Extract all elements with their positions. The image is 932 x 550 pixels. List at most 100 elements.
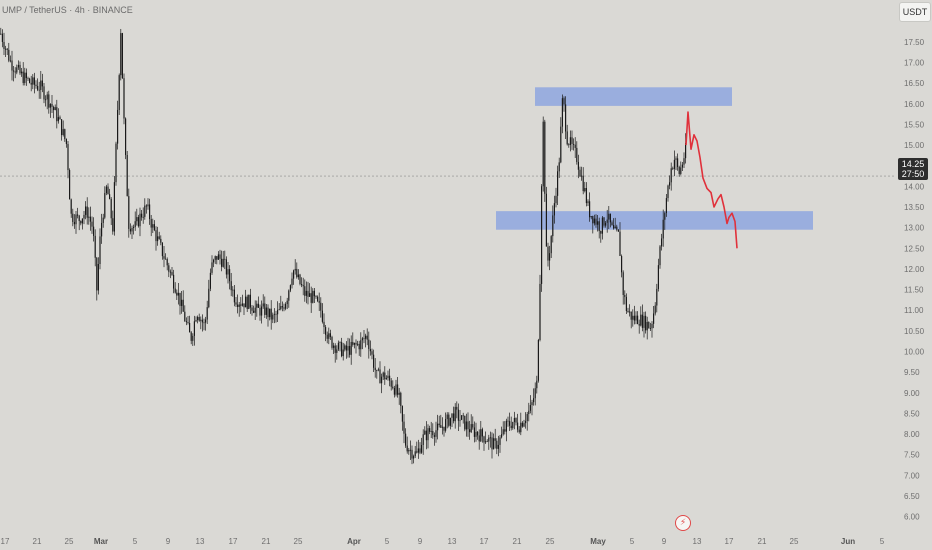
candle-body — [355, 342, 357, 345]
candle-body — [480, 429, 482, 442]
resistance-zone[interactable] — [535, 87, 732, 106]
current-price-badge: 14.25 27:50 — [898, 158, 928, 180]
candle-body — [75, 214, 77, 225]
candle-body — [672, 168, 674, 170]
price-tick-label: 7.00 — [904, 471, 920, 480]
candle-body — [416, 451, 418, 453]
candle-body — [326, 334, 328, 339]
candle-body — [462, 415, 464, 417]
candle-body — [280, 306, 282, 310]
candle-body — [62, 129, 64, 136]
candle-body — [302, 285, 304, 287]
candle-body — [27, 78, 29, 79]
candle-body — [534, 388, 536, 399]
candle-body — [533, 398, 535, 403]
candle-body — [21, 71, 23, 74]
candle-body — [70, 199, 72, 214]
candle-body — [51, 104, 53, 107]
price-tick-label: 6.50 — [904, 492, 920, 501]
time-tick-label: Jun — [841, 537, 855, 546]
time-tick-label: 5 — [133, 537, 138, 546]
candle-body — [331, 336, 333, 348]
candle-body — [78, 215, 80, 222]
candle-body — [259, 307, 261, 316]
candle-body — [13, 70, 15, 72]
candle-body — [46, 94, 48, 100]
currency-button[interactable]: USDT — [899, 2, 931, 22]
candle-body — [363, 338, 365, 340]
candle-body — [461, 415, 463, 420]
candle-body — [139, 213, 141, 227]
candle-body — [581, 175, 583, 177]
candle-body — [353, 342, 355, 345]
candle-body — [110, 199, 112, 219]
candle-body — [133, 226, 135, 228]
candle-body — [299, 274, 301, 285]
candle-body — [549, 253, 551, 261]
candle-body — [569, 137, 571, 146]
candle-body — [219, 254, 221, 259]
candle-body — [237, 304, 239, 307]
candle-body — [149, 204, 151, 220]
candle-body — [608, 213, 610, 220]
candle-body — [225, 259, 227, 275]
candle-body — [270, 308, 272, 320]
candle-body — [257, 303, 259, 308]
candle-body — [112, 218, 114, 232]
candle-body — [653, 313, 655, 324]
candle-body — [246, 296, 248, 309]
candle-body — [587, 201, 589, 204]
candle-body — [227, 269, 229, 275]
candle-body — [373, 354, 375, 368]
candle-body — [573, 143, 575, 145]
candle-body — [137, 217, 139, 227]
candle-body — [432, 431, 434, 436]
candle-body — [597, 221, 599, 225]
candle-body — [361, 338, 363, 341]
price-tick-label: 10.00 — [904, 347, 925, 356]
candle-body — [525, 420, 527, 424]
candle-body — [201, 319, 203, 323]
candle-body — [30, 82, 32, 85]
candle-body — [638, 324, 640, 326]
candle-body — [622, 272, 624, 295]
candle-body — [152, 224, 154, 228]
candle-body — [427, 428, 429, 441]
candle-body — [349, 346, 351, 355]
candle-body — [69, 170, 71, 200]
candle-body — [389, 375, 391, 381]
candle-body — [177, 292, 179, 296]
candle-body — [128, 196, 130, 229]
projection-path[interactable] — [685, 111, 738, 249]
candle-body — [145, 205, 147, 207]
candle-body — [390, 380, 392, 387]
candle-body — [641, 314, 643, 328]
candle-body — [123, 78, 125, 119]
candle-body — [509, 421, 511, 426]
candle-body — [565, 104, 567, 132]
candle-body — [17, 64, 19, 68]
candle-body — [603, 217, 605, 226]
candle-body — [637, 315, 639, 325]
lightning-icon[interactable]: ⚡ — [675, 515, 691, 531]
candle-body — [376, 370, 378, 371]
candle-body — [651, 323, 653, 329]
candle-body — [81, 218, 83, 224]
candle-body — [126, 155, 128, 197]
price-tick-label: 11.50 — [904, 286, 924, 295]
candle-body — [433, 435, 435, 437]
candle-body — [673, 159, 675, 169]
candle-body — [253, 310, 255, 313]
current-price-label: 14.25 — [901, 159, 925, 169]
candle-body — [328, 333, 330, 339]
candle-body — [190, 332, 192, 341]
candle-body — [521, 422, 523, 427]
candle-body — [413, 456, 415, 459]
candle-body — [656, 288, 658, 306]
support-zone[interactable] — [496, 211, 813, 230]
candle-body — [397, 384, 399, 395]
candle-body — [467, 421, 469, 430]
candle-body — [83, 214, 85, 219]
candle-body — [318, 300, 320, 303]
